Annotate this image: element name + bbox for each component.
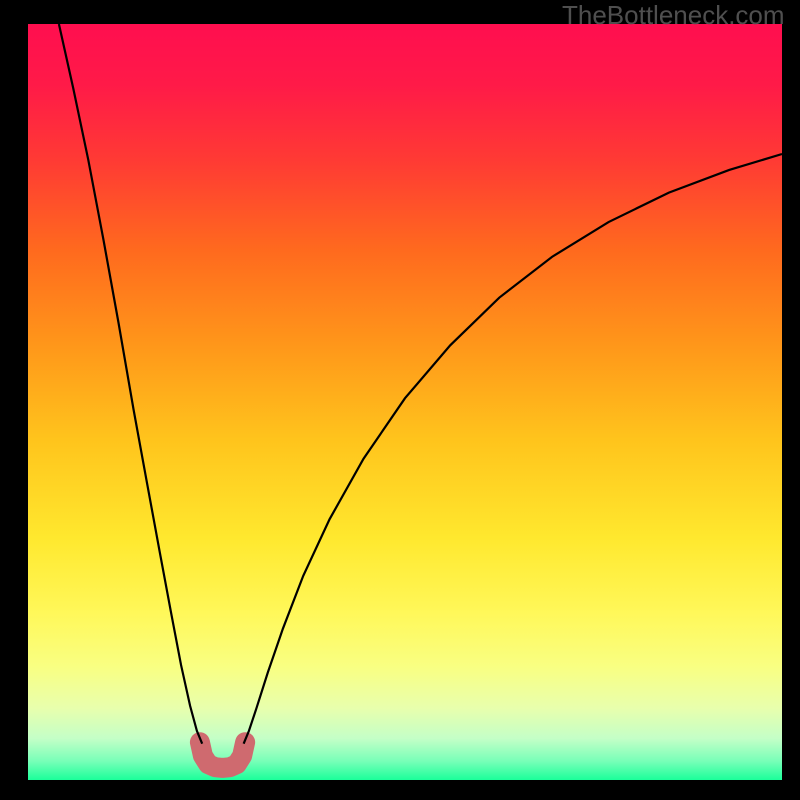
watermark-text: TheBottleneck.com [562, 0, 785, 31]
plot-area [28, 24, 782, 780]
gradient-background [28, 24, 782, 780]
chart-svg [28, 24, 782, 780]
